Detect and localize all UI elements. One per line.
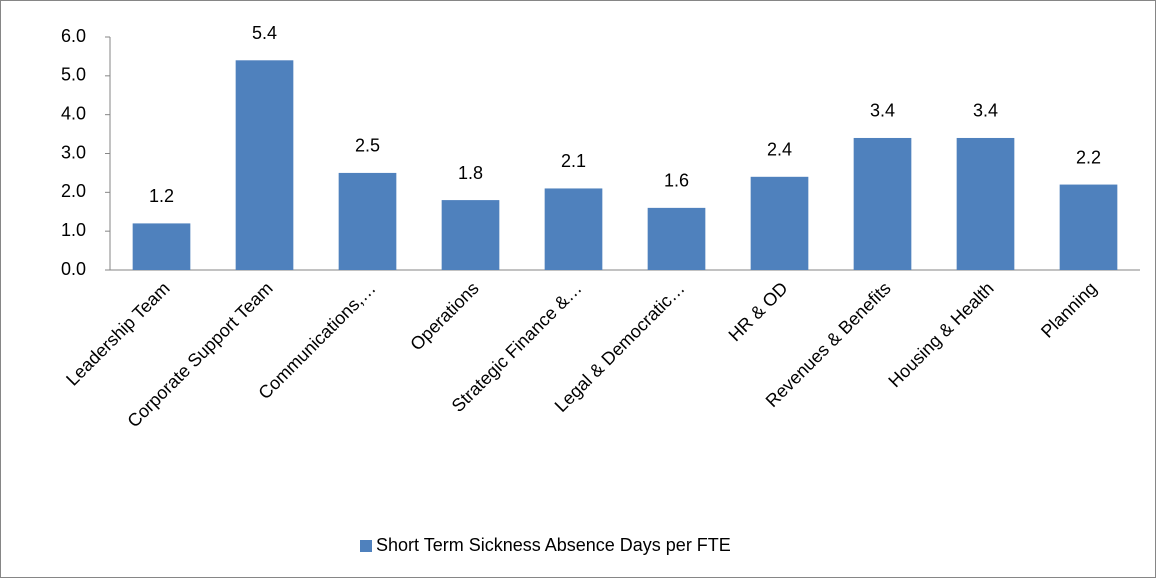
bar xyxy=(338,172,397,270)
bar xyxy=(1059,184,1118,270)
data-label: 2.1 xyxy=(561,151,586,171)
data-label: 1.2 xyxy=(149,186,174,206)
data-label: 5.4 xyxy=(252,23,277,43)
y-tick-label: 0.0 xyxy=(61,259,86,279)
data-label: 3.4 xyxy=(973,101,998,121)
y-tick-label: 3.0 xyxy=(61,142,86,162)
y-tick-label: 2.0 xyxy=(61,181,86,201)
bar xyxy=(441,200,500,270)
bar xyxy=(750,176,809,270)
data-label: 1.6 xyxy=(664,171,689,191)
data-label: 2.5 xyxy=(355,136,380,156)
bar xyxy=(235,60,294,270)
data-label: 1.8 xyxy=(458,163,483,183)
legend-swatch xyxy=(360,540,372,552)
legend-label: Short Term Sickness Absence Days per FTE xyxy=(376,535,731,555)
data-label: 2.4 xyxy=(767,140,792,160)
y-tick-label: 4.0 xyxy=(61,103,86,123)
y-tick-label: 1.0 xyxy=(61,220,86,240)
bar xyxy=(132,223,191,270)
y-tick-label: 6.0 xyxy=(61,26,86,46)
bar xyxy=(853,137,912,270)
data-label: 2.2 xyxy=(1076,147,1101,167)
bar xyxy=(956,137,1015,270)
bar xyxy=(647,207,706,270)
bar xyxy=(544,188,603,270)
y-tick-label: 5.0 xyxy=(61,65,86,85)
data-label: 3.4 xyxy=(870,101,895,121)
